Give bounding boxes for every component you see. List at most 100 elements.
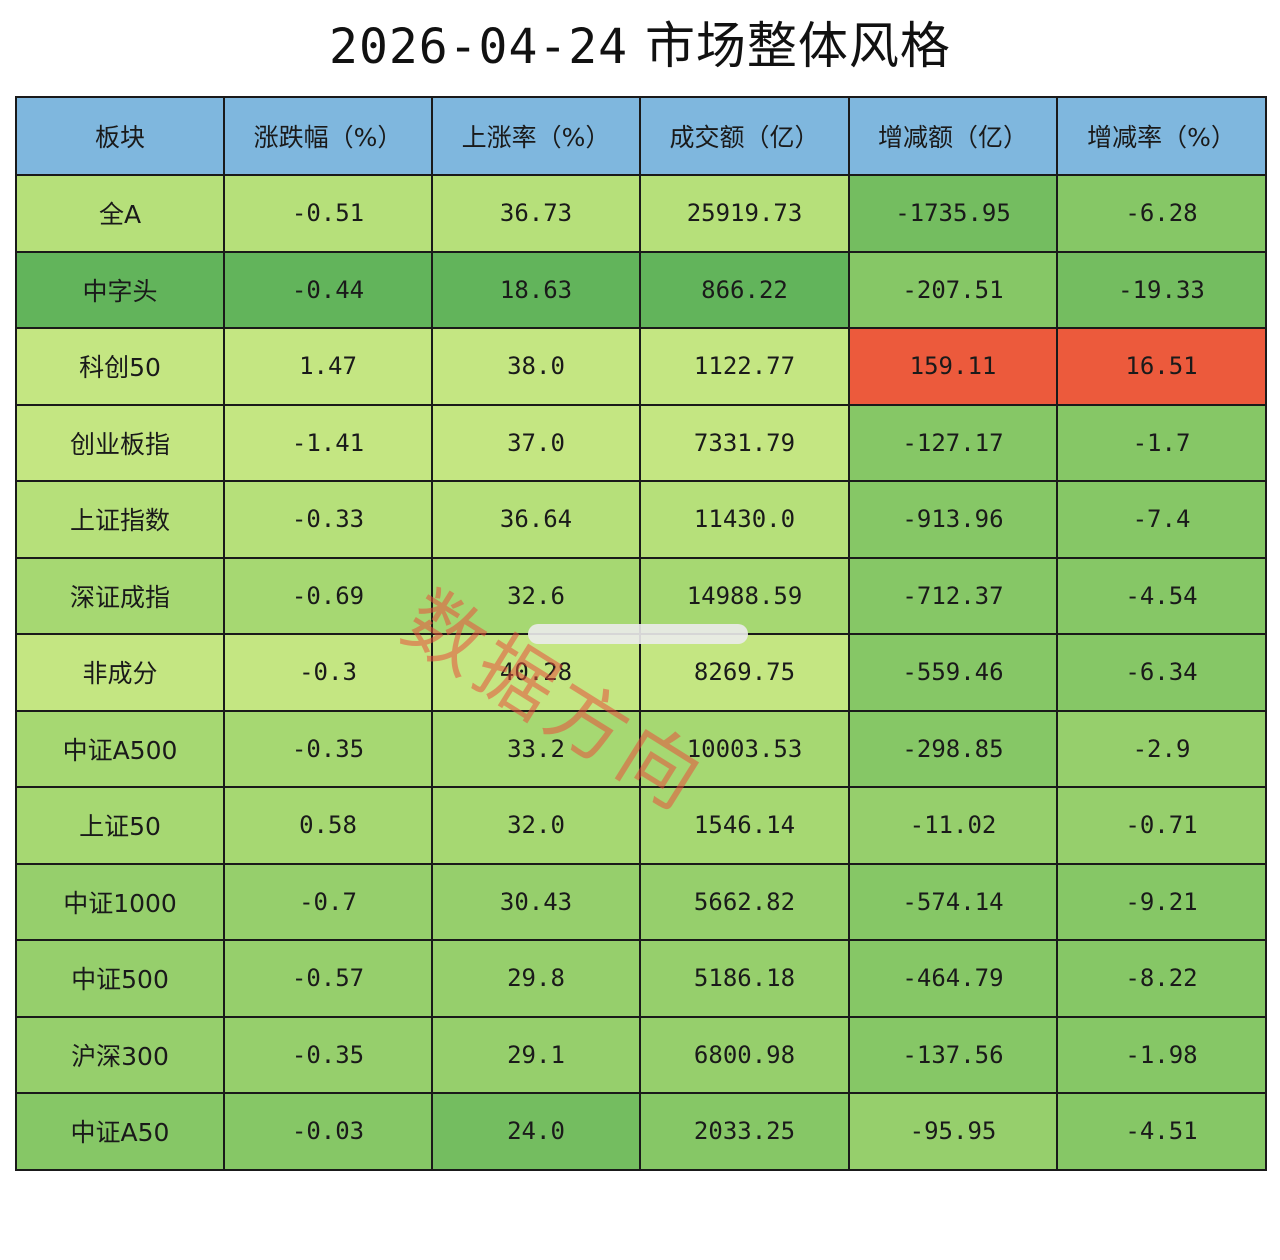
market-style-table: 板块 涨跌幅（%） 上涨率（%） 成交额（亿） 增减额（亿） 增减率（%） 全A… xyxy=(15,96,1267,1171)
cell-change: -0.03 xyxy=(223,1092,433,1171)
cell-rise-rate: 29.8 xyxy=(431,939,641,1018)
header-rise-rate: 上涨率（%） xyxy=(431,96,641,176)
cell-turnover: 866.22 xyxy=(639,250,850,329)
cell-sector: 中字头 xyxy=(15,250,225,329)
cell-delta-amount: -712.37 xyxy=(848,556,1058,635)
cell-delta-rate: -7.4 xyxy=(1056,480,1267,559)
cell-turnover: 10003.53 xyxy=(639,709,850,788)
cell-rise-rate: 38.0 xyxy=(431,327,641,406)
cell-delta-amount: -574.14 xyxy=(848,862,1058,941)
cell-delta-rate: -1.98 xyxy=(1056,1015,1267,1094)
cell-change: -0.7 xyxy=(223,862,433,941)
cell-delta-rate: -2.9 xyxy=(1056,709,1267,788)
cell-rise-rate: 30.43 xyxy=(431,862,641,941)
page-title: 2026-04-24 市场整体风格 xyxy=(0,0,1280,92)
table-row: 上证指数 -0.33 36.64 11430.0 -913.96 -7.4 xyxy=(15,480,1267,559)
header-sector: 板块 xyxy=(15,96,225,176)
cell-rise-rate: 33.2 xyxy=(431,709,641,788)
cell-turnover: 1546.14 xyxy=(639,786,850,865)
cell-change: 1.47 xyxy=(223,327,433,406)
header-delta-rate: 增减率（%） xyxy=(1056,96,1267,176)
cell-delta-rate: -4.51 xyxy=(1056,1092,1267,1171)
cell-delta-amount: -137.56 xyxy=(848,1015,1058,1094)
cell-sector: 深证成指 xyxy=(15,556,225,635)
cell-change: -0.35 xyxy=(223,709,433,788)
cell-sector: 中证1000 xyxy=(15,862,225,941)
cell-change: 0.58 xyxy=(223,786,433,865)
cell-turnover: 25919.73 xyxy=(639,174,850,253)
table-row: 全A -0.51 36.73 25919.73 -1735.95 -6.28 xyxy=(15,174,1267,253)
cell-delta-amount: -559.46 xyxy=(848,633,1058,712)
table-row: 中字头 -0.44 18.63 866.22 -207.51 -19.33 xyxy=(15,250,1267,329)
cell-delta-rate: -4.54 xyxy=(1056,556,1267,635)
cell-sector: 全A xyxy=(15,174,225,253)
cell-change: -0.51 xyxy=(223,174,433,253)
header-change: 涨跌幅（%） xyxy=(223,96,433,176)
table-row: 中证500 -0.57 29.8 5186.18 -464.79 -8.22 xyxy=(15,939,1267,1018)
cell-change: -1.41 xyxy=(223,403,433,482)
cell-delta-rate: 16.51 xyxy=(1056,327,1267,406)
cell-rise-rate: 32.6 xyxy=(431,556,641,635)
cell-sector: 中证A500 xyxy=(15,709,225,788)
cell-sector: 上证指数 xyxy=(15,480,225,559)
cell-sector: 创业板指 xyxy=(15,403,225,482)
cell-delta-rate: -6.34 xyxy=(1056,633,1267,712)
cell-delta-amount: -207.51 xyxy=(848,250,1058,329)
cell-delta-amount: -1735.95 xyxy=(848,174,1058,253)
cell-delta-rate: -1.7 xyxy=(1056,403,1267,482)
cell-rise-rate: 36.73 xyxy=(431,174,641,253)
table-row: 创业板指 -1.41 37.0 7331.79 -127.17 -1.7 xyxy=(15,403,1267,482)
cell-delta-rate: -8.22 xyxy=(1056,939,1267,1018)
cell-delta-rate: -19.33 xyxy=(1056,250,1267,329)
cell-sector: 上证50 xyxy=(15,786,225,865)
cell-rise-rate: 40.28 xyxy=(431,633,641,712)
cell-turnover: 7331.79 xyxy=(639,403,850,482)
header-delta-amount: 增减额（亿） xyxy=(848,96,1058,176)
table-row: 中证1000 -0.7 30.43 5662.82 -574.14 -9.21 xyxy=(15,862,1267,941)
cell-turnover: 5662.82 xyxy=(639,862,850,941)
table-row: 中证A500 -0.35 33.2 10003.53 -298.85 -2.9 xyxy=(15,709,1267,788)
cell-change: -0.44 xyxy=(223,250,433,329)
table-row: 上证50 0.58 32.0 1546.14 -11.02 -0.71 xyxy=(15,786,1267,865)
cell-delta-amount: -298.85 xyxy=(848,709,1058,788)
cell-rise-rate: 37.0 xyxy=(431,403,641,482)
cell-sector: 中证500 xyxy=(15,939,225,1018)
cell-delta-amount: -464.79 xyxy=(848,939,1058,1018)
cell-delta-amount: 159.11 xyxy=(848,327,1058,406)
cell-delta-amount: -127.17 xyxy=(848,403,1058,482)
cell-change: -0.57 xyxy=(223,939,433,1018)
cell-sector: 中证A50 xyxy=(15,1092,225,1171)
cell-rise-rate: 36.64 xyxy=(431,480,641,559)
cell-change: -0.33 xyxy=(223,480,433,559)
table-row: 深证成指 -0.69 32.6 14988.59 -712.37 -4.54 xyxy=(15,556,1267,635)
cell-rise-rate: 24.0 xyxy=(431,1092,641,1171)
cell-sector: 沪深300 xyxy=(15,1015,225,1094)
cell-change: -0.35 xyxy=(223,1015,433,1094)
cell-turnover: 8269.75 xyxy=(639,633,850,712)
cell-delta-rate: -6.28 xyxy=(1056,174,1267,253)
title-text: 市场整体风格 xyxy=(644,17,951,75)
title-date: 2026-04-24 xyxy=(329,19,629,75)
cell-sector: 非成分 xyxy=(15,633,225,712)
cell-turnover: 1122.77 xyxy=(639,327,850,406)
cell-rise-rate: 29.1 xyxy=(431,1015,641,1094)
cell-turnover: 14988.59 xyxy=(639,556,850,635)
header-row: 板块 涨跌幅（%） 上涨率（%） 成交额（亿） 增减额（亿） 增减率（%） xyxy=(15,96,1267,176)
cell-delta-amount: -11.02 xyxy=(848,786,1058,865)
cell-turnover: 6800.98 xyxy=(639,1015,850,1094)
cell-sector: 科创50 xyxy=(15,327,225,406)
table-row: 中证A50 -0.03 24.0 2033.25 -95.95 -4.51 xyxy=(15,1092,1267,1171)
table-row: 科创50 1.47 38.0 1122.77 159.11 16.51 xyxy=(15,327,1267,406)
cell-turnover: 2033.25 xyxy=(639,1092,850,1171)
cell-turnover: 5186.18 xyxy=(639,939,850,1018)
cell-rise-rate: 18.63 xyxy=(431,250,641,329)
header-turnover: 成交额（亿） xyxy=(639,96,850,176)
cell-change: -0.69 xyxy=(223,556,433,635)
cell-delta-rate: -9.21 xyxy=(1056,862,1267,941)
cell-rise-rate: 32.0 xyxy=(431,786,641,865)
cell-change: -0.3 xyxy=(223,633,433,712)
cell-delta-amount: -95.95 xyxy=(848,1092,1058,1171)
cell-delta-amount: -913.96 xyxy=(848,480,1058,559)
cell-turnover: 11430.0 xyxy=(639,480,850,559)
cell-delta-rate: -0.71 xyxy=(1056,786,1267,865)
